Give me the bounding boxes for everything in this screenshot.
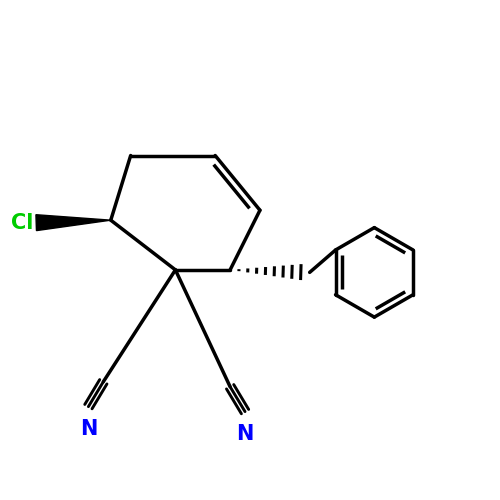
Text: N: N [80, 419, 97, 439]
Text: Cl: Cl [12, 212, 34, 233]
Text: N: N [236, 424, 254, 444]
Polygon shape [36, 214, 111, 230]
